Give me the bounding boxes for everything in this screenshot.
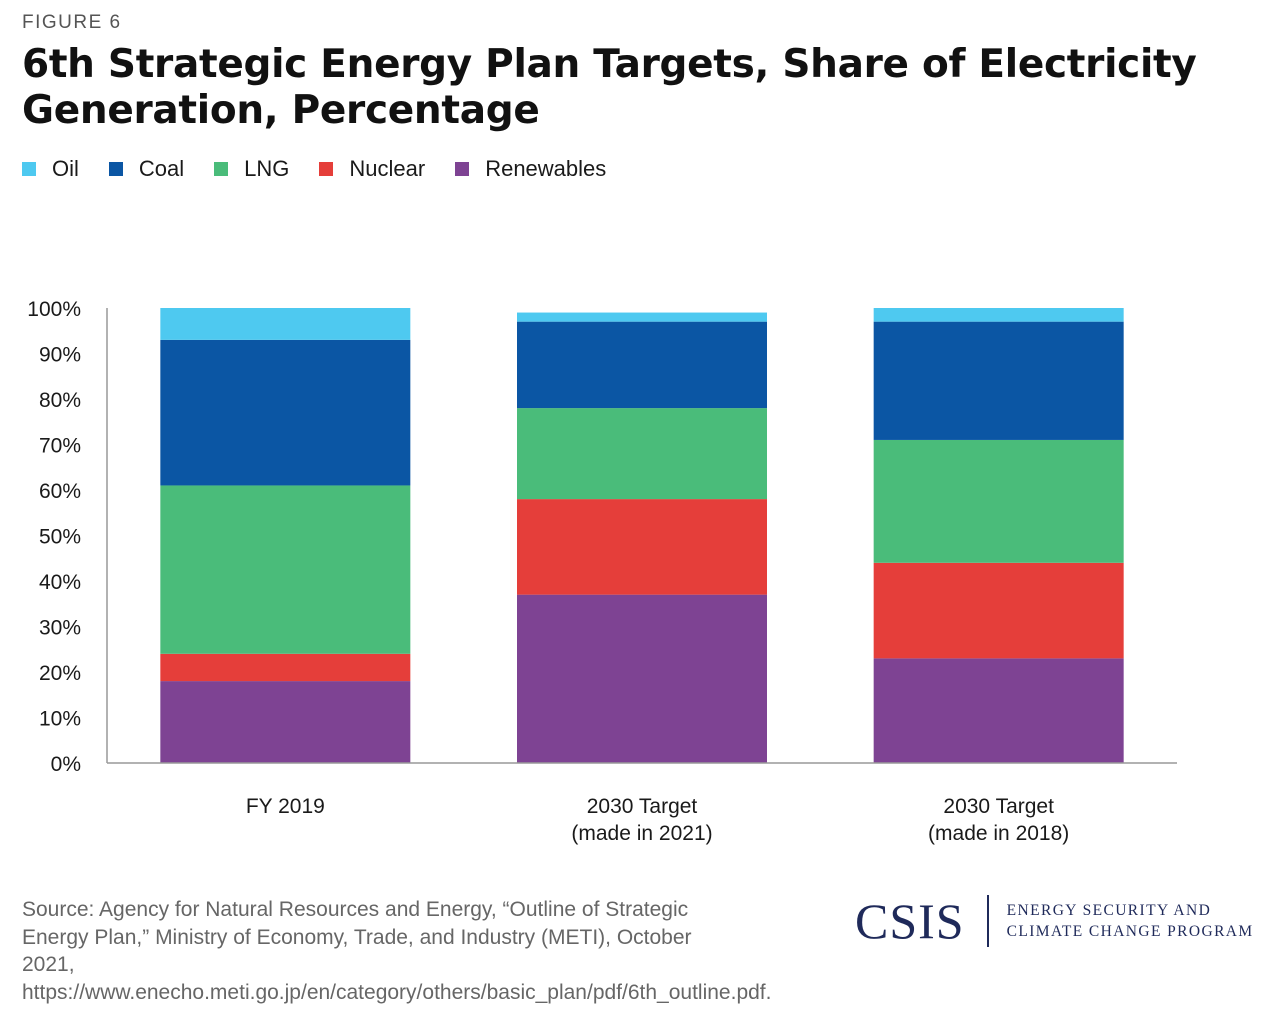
- figure-label: FIGURE 6: [22, 12, 122, 33]
- logo-program-name: ENERGY SECURITY AND CLIMATE CHANGE PROGR…: [1007, 900, 1254, 942]
- bar-segment-lng-2: [517, 408, 767, 500]
- bar-segment-renewables-1: [160, 681, 411, 763]
- y-tick-label: 80%: [39, 389, 81, 412]
- x-category-label: 2030 Target: [943, 795, 1054, 818]
- legend-item-renewables: Renewables: [455, 156, 606, 182]
- legend-swatch-coal: [108, 162, 123, 176]
- bar-segment-oil-1: [160, 308, 411, 340]
- x-category-label: (made in 2018): [928, 822, 1069, 845]
- bar-segment-renewables-3: [873, 658, 1124, 763]
- bar-segment-nuclear-1: [160, 653, 411, 682]
- x-category-label: 2030 Target: [587, 795, 698, 818]
- legend: Oil Coal LNG Nuclear Renewables: [22, 156, 636, 182]
- bar-segment-coal-1: [160, 339, 411, 486]
- bar-segment-nuclear-3: [873, 562, 1124, 659]
- bar-segment-coal-2: [517, 321, 767, 409]
- legend-item-nuclear: Nuclear: [319, 156, 425, 182]
- y-tick-label: 100%: [27, 298, 81, 321]
- y-tick-label: 10%: [39, 708, 81, 731]
- legend-swatch-nuclear: [319, 162, 334, 176]
- legend-label-lng: LNG: [244, 156, 290, 181]
- bar-segment-coal-3: [873, 321, 1124, 440]
- x-category-label: FY 2019: [246, 795, 325, 818]
- legend-swatch-oil: [22, 162, 36, 176]
- logo-divider: [986, 895, 989, 947]
- legend-swatch-lng: [214, 162, 229, 176]
- csis-logo: CSIS ENERGY SECURITY AND CLIMATE CHANGE …: [855, 893, 1254, 949]
- bar-segment-nuclear-2: [517, 499, 767, 595]
- y-tick-label: 0%: [51, 753, 81, 776]
- legend-label-coal: Coal: [138, 156, 185, 181]
- legend-label-nuclear: Nuclear: [349, 156, 426, 181]
- stacked-bar-chart: 0% 10% 20% 30% 40% 50% 60% 70% 80% 90% 100% FY 2019…: [27, 298, 1177, 845]
- y-tick-label: 50%: [39, 526, 81, 549]
- bar-segment-lng-1: [160, 485, 411, 654]
- y-tick-label: 90%: [39, 344, 81, 367]
- legend-item-coal: Coal: [108, 156, 185, 182]
- bar-segment-oil-2: [517, 312, 767, 322]
- legend-swatch-renewables: [455, 162, 470, 176]
- y-tick-label: 20%: [39, 662, 81, 685]
- bar-segment-lng-3: [873, 439, 1124, 563]
- legend-label-oil: Oil: [52, 156, 79, 181]
- source-note: Source: Agency for Natural Resources and…: [22, 898, 772, 1004]
- chart-title: 6th Strategic Energy Plan Targets, Share…: [22, 42, 1197, 133]
- y-tick-label: 30%: [39, 617, 81, 640]
- legend-item-lng: LNG: [214, 156, 289, 182]
- bar-segment-oil-3: [873, 308, 1124, 322]
- logo-mark: CSIS: [855, 893, 965, 949]
- y-tick-label: 70%: [39, 435, 81, 458]
- legend-item-oil: Oil: [22, 156, 79, 182]
- legend-label-renewables: Renewables: [485, 156, 607, 181]
- logo-program-line-1: ENERGY SECURITY AND: [1006, 902, 1212, 919]
- x-category-label: (made in 2021): [571, 822, 712, 845]
- bar-segment-renewables-2: [517, 594, 767, 763]
- y-tick-label: 60%: [39, 480, 81, 503]
- logo-program-line-2: CLIMATE CHANGE PROGRAM: [1006, 923, 1254, 940]
- y-tick-label: 40%: [39, 571, 81, 594]
